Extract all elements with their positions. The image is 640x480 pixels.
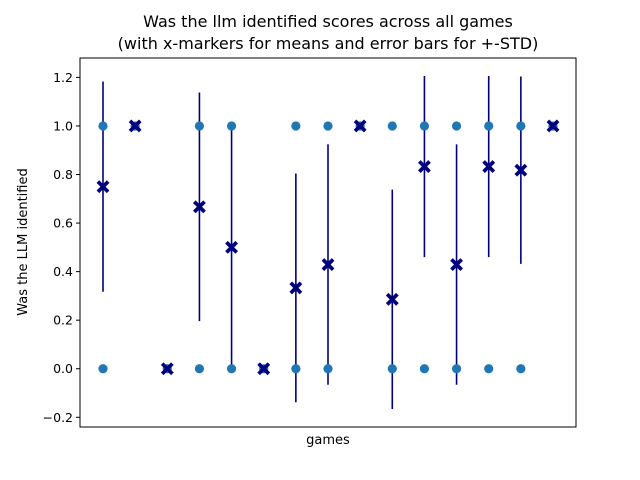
game-2 <box>128 119 142 133</box>
data-point <box>226 121 237 131</box>
y-tick-label: 1.2 <box>53 70 73 85</box>
mean-marker <box>450 258 463 272</box>
data-point <box>226 364 237 374</box>
data-point <box>98 121 108 131</box>
data-point <box>484 364 494 374</box>
game-5 <box>225 121 238 374</box>
data-point <box>516 121 526 131</box>
mean-marker <box>225 240 238 254</box>
chart-title-line2: (with x-markers for means and error bars… <box>118 34 539 53</box>
data-point <box>451 121 462 131</box>
mean-marker <box>321 258 335 272</box>
mean-marker <box>482 160 496 173</box>
mean-marker <box>289 281 303 295</box>
data-point <box>323 364 333 374</box>
mean-marker <box>353 119 367 133</box>
y-tick-label: −0.2 <box>43 410 73 425</box>
game-6 <box>257 362 271 376</box>
game-7 <box>289 121 303 403</box>
data-point <box>387 364 397 374</box>
data-point <box>419 364 430 374</box>
plot-area <box>96 75 560 410</box>
game-10 <box>385 121 399 410</box>
y-axis: −0.2 0.0 0.2 0.4 0.6 0.8 1.0 1.2 <box>43 70 80 425</box>
mean-marker <box>96 180 110 194</box>
y-axis-label: Was the LLM identified <box>16 168 31 315</box>
game-11 <box>418 75 431 374</box>
y-tick-label: 0.0 <box>53 361 73 376</box>
x-axis-label: games <box>306 433 350 448</box>
mean-marker <box>257 362 271 376</box>
data-point <box>484 121 494 131</box>
game-14 <box>514 76 528 374</box>
y-tick-label: 0.4 <box>53 264 73 279</box>
mean-marker <box>546 119 560 133</box>
mean-marker <box>128 119 142 133</box>
game-13 <box>482 75 496 374</box>
game-15 <box>546 119 560 133</box>
chart-title-line1: Was the llm identified scores across all… <box>143 12 513 31</box>
game-3 <box>160 362 174 376</box>
game-9 <box>353 119 367 133</box>
y-tick-label: 1.0 <box>53 118 73 133</box>
data-point <box>291 121 301 131</box>
game-4 <box>193 92 206 374</box>
game-12 <box>450 121 463 385</box>
plot-frame <box>79 57 577 428</box>
data-point <box>419 121 430 131</box>
mean-marker <box>418 160 431 173</box>
y-tick-label: 0.2 <box>53 313 73 328</box>
data-point <box>516 364 526 374</box>
mean-marker <box>160 362 174 376</box>
data-point <box>387 121 397 131</box>
game-1 <box>96 81 110 374</box>
data-point <box>194 364 205 374</box>
y-tick-label: 0.8 <box>53 167 73 182</box>
mean-marker <box>193 200 206 214</box>
data-point <box>194 121 205 131</box>
data-point <box>323 121 333 131</box>
y-tick-label: 0.6 <box>53 216 73 231</box>
data-point <box>451 364 462 374</box>
data-point <box>98 364 108 374</box>
data-point <box>291 364 301 374</box>
game-8 <box>321 121 335 385</box>
mean-marker <box>385 292 399 306</box>
mean-marker <box>514 163 528 177</box>
